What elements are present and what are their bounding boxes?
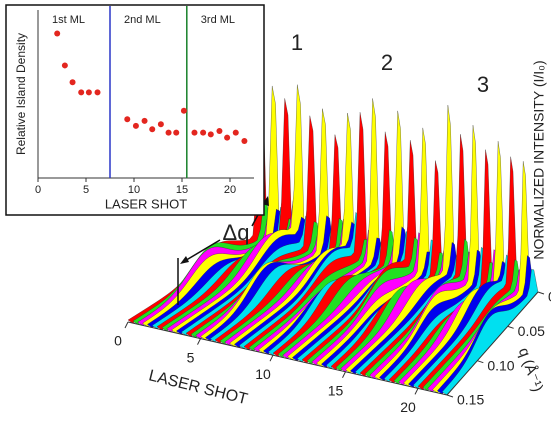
y-axis-label: Relative Island Density bbox=[14, 33, 28, 155]
y-tick bbox=[537, 291, 545, 295]
x-tick-label: 10 bbox=[128, 184, 140, 196]
arrow bbox=[182, 239, 221, 263]
data-point bbox=[200, 129, 207, 136]
data-point bbox=[207, 131, 214, 138]
data-point bbox=[132, 122, 139, 129]
data-point bbox=[191, 129, 198, 136]
y-tick bbox=[507, 325, 514, 329]
x-tick-label: 0 bbox=[35, 184, 41, 196]
x-axis-label: LASER SHOT bbox=[105, 196, 187, 211]
data-point bbox=[54, 30, 61, 37]
data-point bbox=[232, 129, 239, 136]
data-point bbox=[241, 138, 248, 145]
data-point bbox=[78, 89, 85, 96]
data-point bbox=[124, 116, 131, 123]
x-axis-line bbox=[127, 321, 448, 396]
y-axis-label: q (Å⁻¹) bbox=[515, 346, 547, 394]
y-tick-label: 0.15 bbox=[457, 392, 484, 408]
inset-frame bbox=[5, 4, 265, 216]
y-tick-label: 0.10 bbox=[487, 357, 514, 373]
y-tick-label: 0.05 bbox=[518, 323, 545, 339]
x-tick bbox=[269, 354, 274, 362]
annotation: 3 bbox=[477, 72, 489, 97]
arrow-head bbox=[180, 256, 189, 264]
data-point bbox=[149, 126, 156, 133]
y-tick bbox=[477, 360, 484, 364]
x-tick-label: 15 bbox=[176, 184, 188, 196]
x-tick bbox=[414, 388, 419, 395]
data-point bbox=[180, 107, 187, 114]
region-label: 3rd ML bbox=[201, 14, 235, 26]
x-axis-label: LASER SHOT bbox=[147, 367, 250, 408]
waterfall-plot: 0 5 10 15 20 LASER SHOT 0.00 0.05 0.10 0.15 q (Å⁻¹… bbox=[114, 12, 551, 415]
x-tick-label: 10 bbox=[255, 366, 271, 382]
region-label: 1st ML bbox=[52, 14, 85, 26]
x-tick bbox=[197, 338, 201, 345]
data-point bbox=[157, 121, 164, 128]
x-tick bbox=[124, 321, 129, 329]
data-point bbox=[224, 134, 231, 141]
data-point bbox=[165, 129, 172, 136]
region-label: 2nd ML bbox=[124, 14, 161, 26]
y-tick bbox=[446, 394, 454, 398]
x-tick-label: 20 bbox=[400, 399, 416, 415]
data-point bbox=[69, 79, 76, 86]
data-point bbox=[85, 89, 92, 96]
x-tick-label: 5 bbox=[187, 349, 195, 365]
inset-plot: 0 5 10 15 20 LASER SHOT Relative Island Densit… bbox=[5, 4, 265, 216]
y-tick-label: 0.00 bbox=[548, 289, 551, 305]
data-point bbox=[141, 117, 148, 124]
annotation: 2 bbox=[381, 50, 393, 75]
annotation: 1 bbox=[291, 30, 303, 55]
y-axis-line bbox=[446, 291, 539, 396]
x-tick-label: 5 bbox=[83, 184, 89, 196]
x-tick bbox=[342, 371, 346, 378]
z-axis-label: NORMALIZED INTENSITY (I/I₀) bbox=[531, 60, 547, 259]
x-tick-label: 15 bbox=[328, 382, 344, 398]
data-point bbox=[173, 129, 180, 136]
data-point bbox=[216, 127, 223, 134]
data-point bbox=[94, 89, 101, 96]
x-tick-label: 0 bbox=[114, 333, 122, 349]
data-point bbox=[61, 62, 68, 69]
annotation: Δq bbox=[223, 220, 250, 245]
x-tick-label: 20 bbox=[224, 184, 236, 196]
